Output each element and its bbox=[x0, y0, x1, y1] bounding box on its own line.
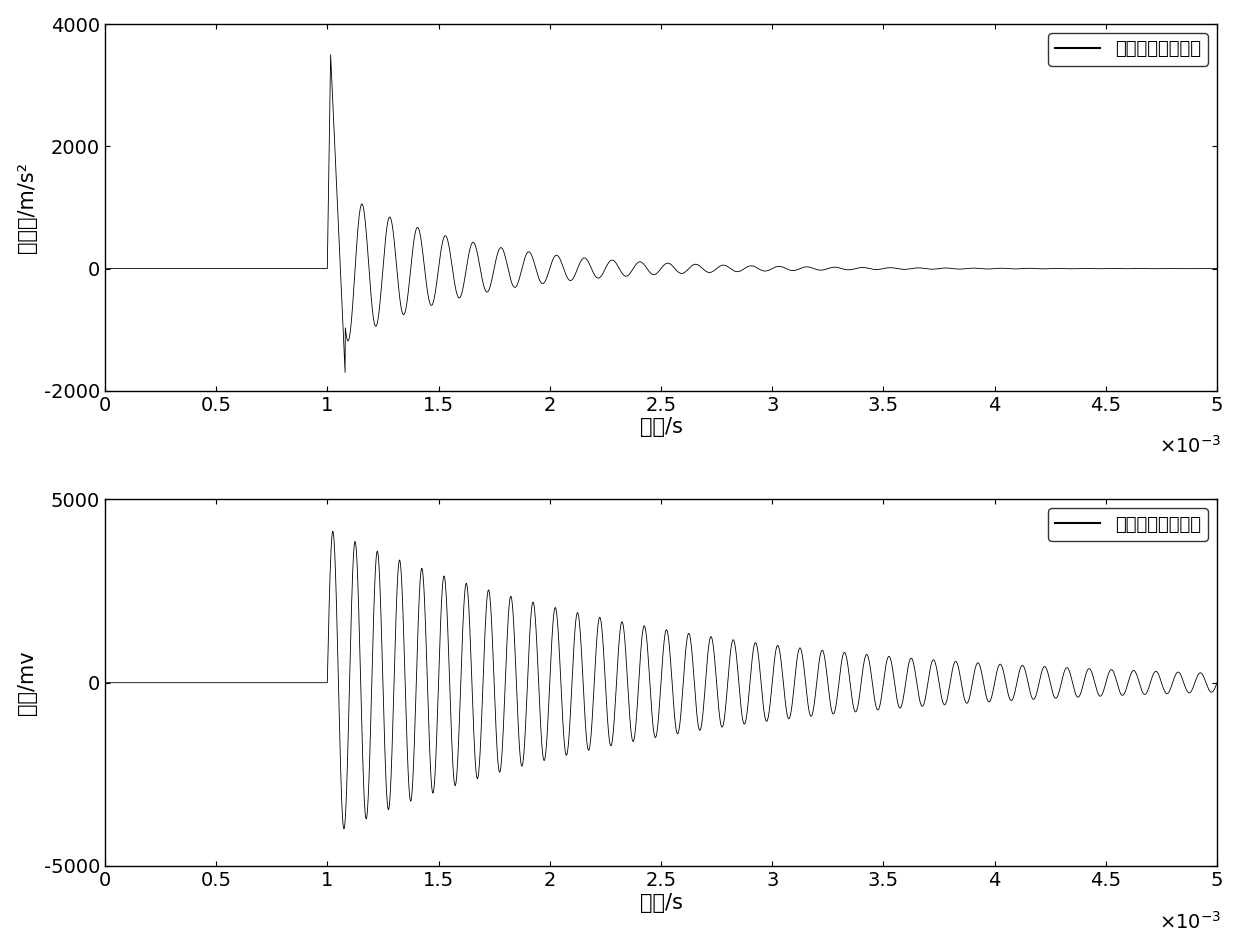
Legend: 加速度计激励信号: 加速度计激励信号 bbox=[1048, 33, 1208, 65]
X-axis label: 时间/s: 时间/s bbox=[640, 893, 682, 913]
Y-axis label: 加速度/m/s²: 加速度/m/s² bbox=[17, 162, 37, 253]
X-axis label: 时间/s: 时间/s bbox=[640, 418, 682, 437]
Text: $\times10^{-3}$: $\times10^{-3}$ bbox=[1159, 910, 1221, 932]
Y-axis label: 电压/mv: 电压/mv bbox=[16, 650, 37, 715]
Text: $\times10^{-3}$: $\times10^{-3}$ bbox=[1159, 436, 1221, 457]
Legend: 加速度计响应信号: 加速度计响应信号 bbox=[1048, 509, 1208, 541]
